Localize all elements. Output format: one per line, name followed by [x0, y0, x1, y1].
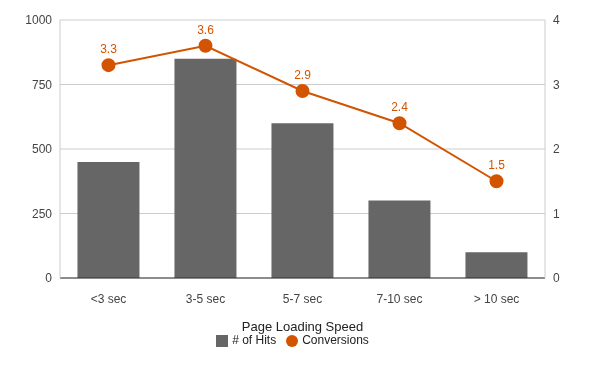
- svg-text:<3 sec: <3 sec: [91, 292, 127, 306]
- svg-text:1000: 1000: [25, 13, 52, 27]
- svg-text:750: 750: [32, 78, 52, 92]
- svg-text:1.5: 1.5: [488, 158, 505, 172]
- svg-text:0: 0: [553, 271, 560, 285]
- svg-text:2.9: 2.9: [294, 68, 311, 82]
- html-text:# of Hits: # of Hits: [232, 333, 277, 347]
- svg-text:7-10 sec: 7-10 sec: [376, 292, 422, 306]
- svg-text:5-7 sec: 5-7 sec: [283, 292, 322, 306]
- svg-text:3: 3: [553, 78, 560, 92]
- svg-text:2: 2: [553, 142, 560, 156]
- svg-text:3.3: 3.3: [100, 42, 117, 56]
- svg-text:2.4: 2.4: [391, 100, 408, 114]
- svg-text:4: 4: [553, 13, 560, 27]
- svg-text:3.6: 3.6: [197, 23, 214, 37]
- svg-text:3-5 sec: 3-5 sec: [186, 292, 225, 306]
- svg-text:1: 1: [553, 207, 560, 221]
- html-text:Conversions: Conversions: [302, 333, 369, 347]
- svg-text:0: 0: [45, 271, 52, 285]
- svg-text:> 10 sec: > 10 sec: [474, 292, 520, 306]
- svg-text:Page Loading Speed: Page Loading Speed: [242, 319, 363, 334]
- svg-text:500: 500: [32, 142, 52, 156]
- svg-text:250: 250: [32, 207, 52, 221]
